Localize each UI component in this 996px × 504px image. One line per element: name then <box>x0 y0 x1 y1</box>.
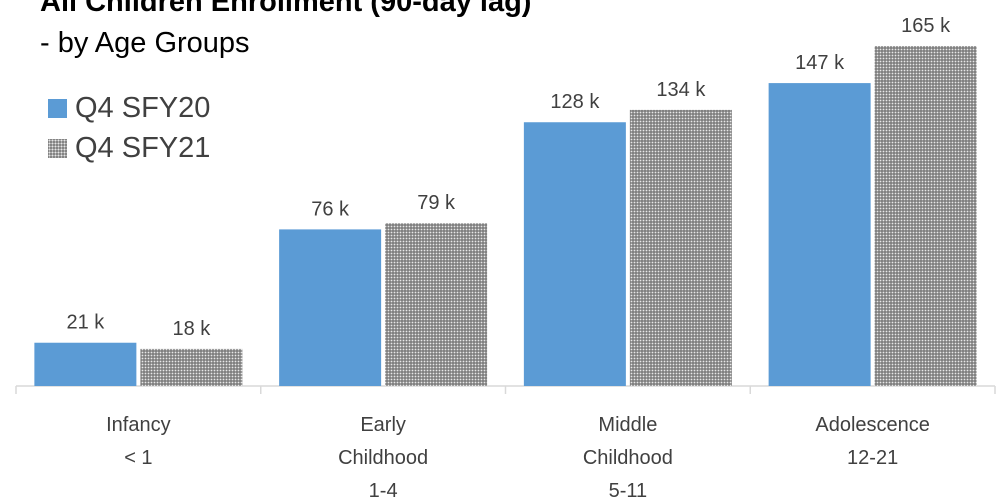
category-label: 1-4 <box>369 480 398 502</box>
legend-label-series-0: Q4 SFY20 <box>75 91 211 124</box>
category-label: Childhood <box>583 447 673 469</box>
data-label: 18 k <box>172 318 211 340</box>
chart-subtitle: - by Age Groups <box>40 27 250 59</box>
category-label: 12-21 <box>847 447 898 469</box>
category-label: Childhood <box>338 447 428 469</box>
category-label: Adolescence <box>815 414 930 436</box>
category-label: Middle <box>598 414 657 436</box>
data-label: 134 k <box>656 79 706 101</box>
data-label: 79 k <box>417 192 456 214</box>
legend-item-series-1: Q4 SFY21 <box>48 128 210 168</box>
data-label: 165 k <box>901 15 951 37</box>
legend-label-series-1: Q4 SFY21 <box>75 131 211 164</box>
legend-swatch-series-1 <box>48 138 67 158</box>
category-label: Early <box>360 414 406 436</box>
legend-item-series-0: Q4 SFY20 <box>48 88 210 128</box>
data-label: 21 k <box>66 312 105 334</box>
legend: Q4 SFY20 Q4 SFY21 <box>48 88 210 168</box>
category-label: 5-11 <box>609 480 648 502</box>
category-label: Infancy <box>106 414 170 436</box>
bar-q4-sfy20 <box>279 229 382 386</box>
data-label: 128 k <box>550 91 600 113</box>
chart-title: All Children Enrollment (90-day lag) <box>40 0 532 18</box>
bar-q4-sfy20 <box>523 122 626 386</box>
category-label: < 1 <box>124 447 152 469</box>
bar-q4-sfy21 <box>140 348 243 386</box>
data-label: 147 k <box>795 52 845 74</box>
bar-q4-sfy20 <box>34 342 137 386</box>
bar-q4-sfy21 <box>385 223 488 386</box>
data-label: 76 k <box>311 198 350 220</box>
legend-swatch-series-0 <box>48 98 67 118</box>
bar-q4-sfy21 <box>874 46 977 386</box>
bar-q4-sfy21 <box>629 109 732 386</box>
bar-q4-sfy20 <box>768 83 871 386</box>
